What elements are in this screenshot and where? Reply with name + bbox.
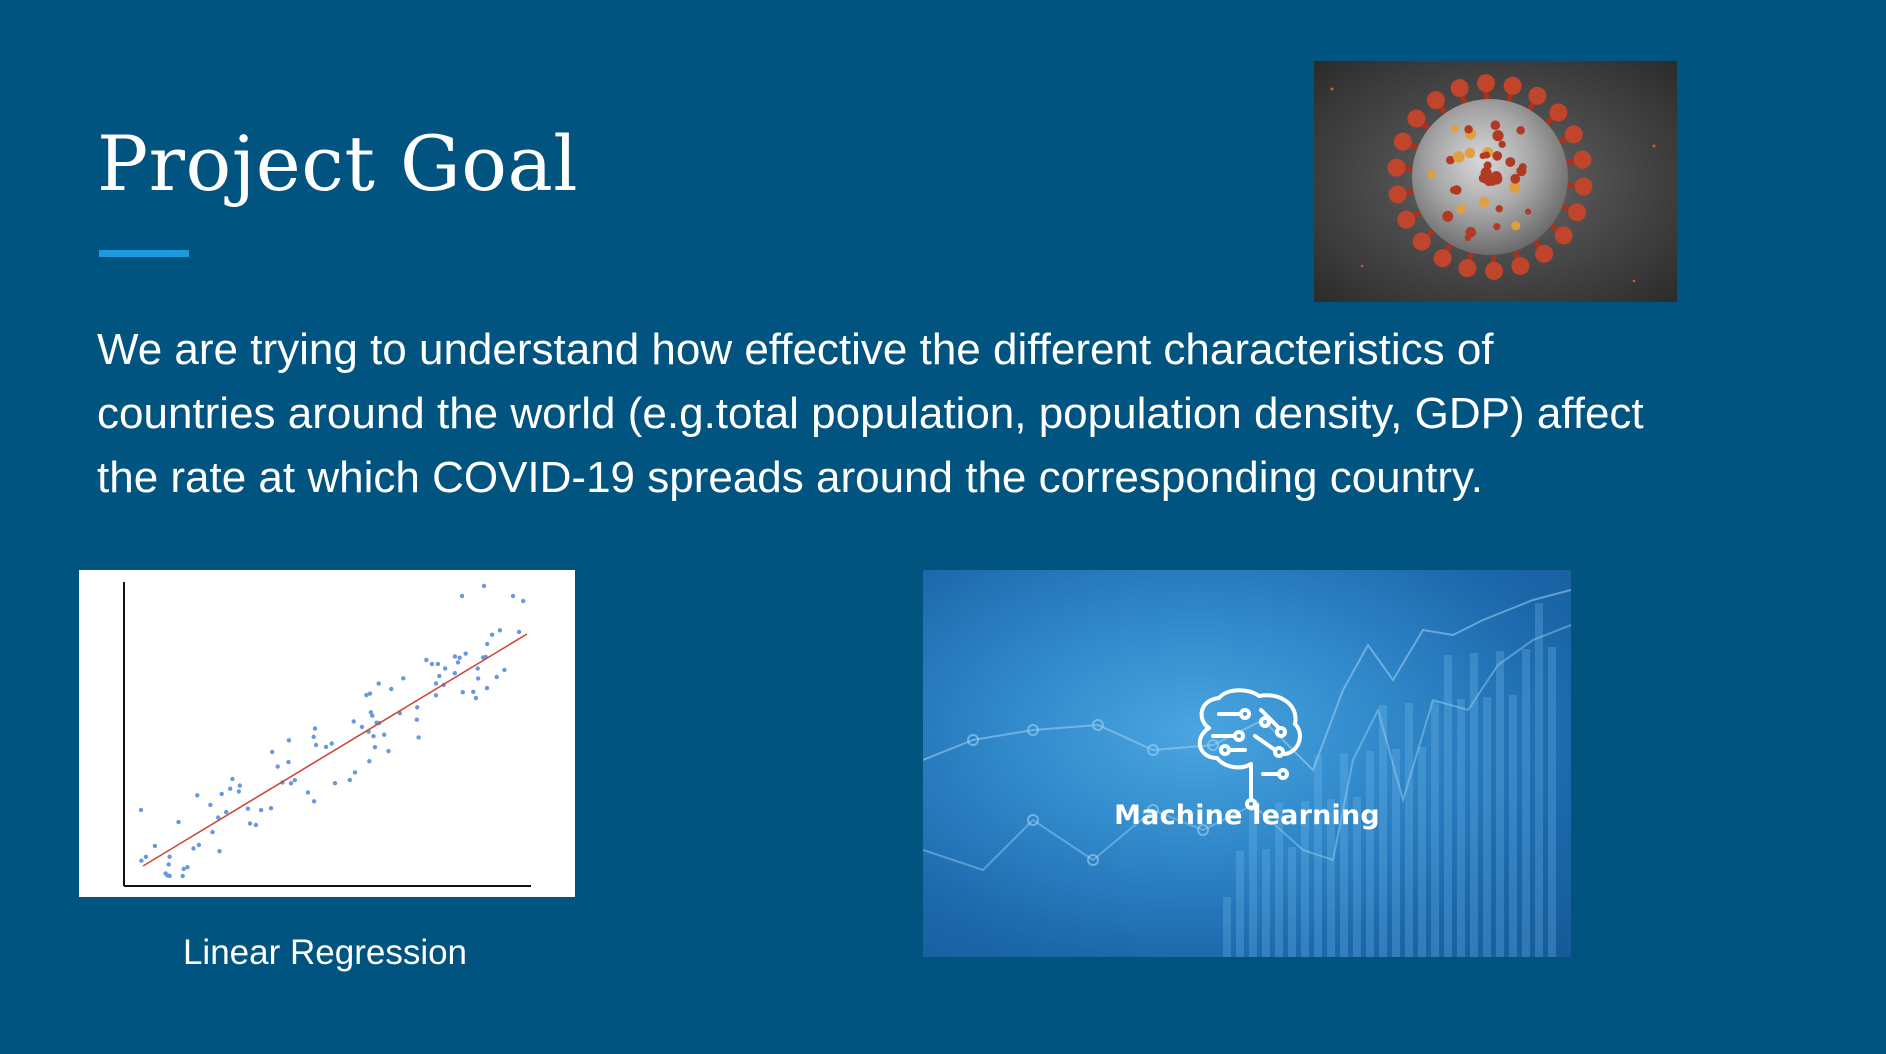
linear-regression-image <box>79 570 575 897</box>
body-text-line: countries around the world (e.g.total po… <box>97 389 1644 438</box>
machine-learning-background <box>923 589 1571 957</box>
scatter-plot-with-fit-line-icon <box>123 582 531 887</box>
coronavirus-illustration-icon <box>1330 74 1656 283</box>
slide-title: Project Goal <box>97 119 579 208</box>
machine-learning-caption: Machine learning <box>1114 800 1380 831</box>
body-text-line: We are trying to understand how effectiv… <box>97 325 1494 374</box>
body-text: We are trying to understand how effectiv… <box>97 318 1837 510</box>
body-text-line: the rate at which COVID-19 spreads aroun… <box>97 453 1483 502</box>
title-accent-bar <box>99 250 189 257</box>
brain-circuit-icon <box>1197 688 1302 810</box>
machine-learning-image: Machine learning <box>923 570 1571 957</box>
coronavirus-image <box>1314 61 1677 302</box>
linear-regression-caption: Linear Regression <box>182 933 468 972</box>
